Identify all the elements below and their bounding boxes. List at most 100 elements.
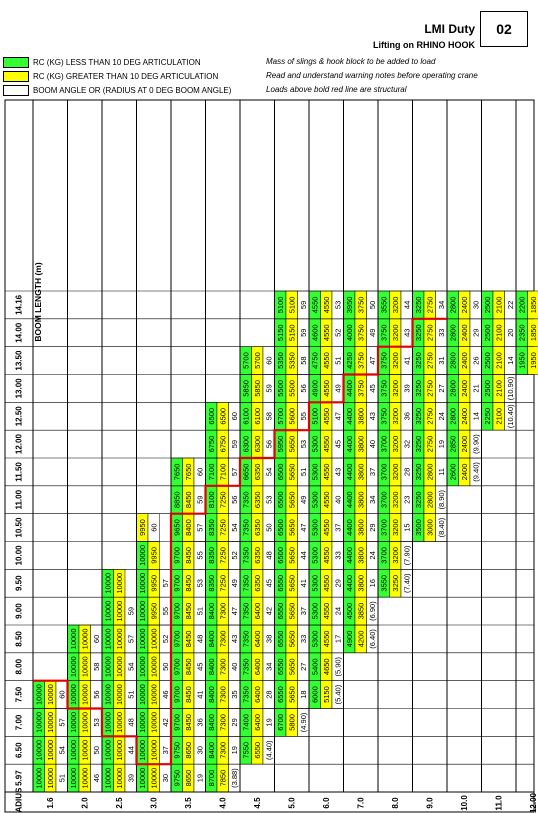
load-value: 2750 [425,380,434,397]
load-value: 3750 [379,408,388,425]
load-value: 2400 [460,297,469,314]
load-value: 5100 [310,408,319,425]
load-value: 2400 [460,352,469,369]
load-value: 7300 [218,686,227,703]
load-value: 5650 [287,464,296,481]
load-value: 8350 [207,575,216,592]
load-value: 56 [230,496,239,504]
load-value: 10000 [34,684,43,705]
load-value: 33 [333,551,342,559]
load-value: 53 [299,440,308,448]
load-value: 3700 [379,436,388,453]
load-value: 24 [368,551,377,559]
load-value: 5300 [310,519,319,536]
load-value: 30 [471,301,480,309]
boom-length-label: 7.00 [15,714,24,730]
load-value: 2100 [494,297,503,314]
load-value: 4550 [322,519,331,536]
load-value: 3200 [391,436,400,453]
load-value: 52 [161,635,170,643]
load-value: 6350 [253,575,262,592]
load-value: 6550 [276,658,285,675]
load-value: 4550 [322,631,331,648]
load-value: 47 [299,523,308,531]
load-value: 58 [264,412,273,420]
load-value: 2100 [494,352,503,369]
legend-label-yellow: RC (KG) GREATER THAN 10 DEG ARTICULATION [33,71,219,81]
load-value: 53 [92,718,101,726]
load-value: 7350 [241,658,250,675]
load-value: 8650 [184,770,193,787]
load-value: 33 [299,635,308,643]
load-value: 10000 [46,684,55,705]
load-value: 6100 [253,408,262,425]
load-value: 57 [161,579,170,587]
load-value: 1850 [529,324,538,341]
load-value: 47 [368,356,377,364]
load-value: 10000 [69,684,78,705]
load-value: 32 [402,440,411,448]
structural-limit-line [33,317,447,766]
load-value: 5700 [253,352,262,369]
load-value: 53 [195,579,204,587]
load-value: 2400 [460,436,469,453]
load-value: 10000 [103,601,112,622]
boom-length-label: 9.00 [15,603,24,619]
load-value: 37 [368,468,377,476]
load-value: 2100 [494,408,503,425]
load-value: 10000 [138,573,147,594]
radius-label: 5.0 [287,797,296,809]
radius-label: 12.00 [529,792,538,813]
boom-length-label: 10.00 [15,545,24,566]
load-value: 10000 [138,712,147,733]
radius-label: 1.6 [46,797,55,809]
load-value: 3250 [414,491,423,508]
load-value: 7550 [241,742,250,759]
load-value: 36 [402,412,411,420]
load-value: 10000 [34,740,43,761]
load-value: 10000 [115,656,124,677]
load-value: 7850 [218,770,227,787]
load-value: 4000 [345,324,354,341]
load-value: 5650 [287,686,296,703]
boom-length-label: 12.50 [15,406,24,427]
load-value: 10000 [103,628,112,649]
load-value: 3750 [379,324,388,341]
boom-length-label: 12.00 [15,434,24,455]
load-value: 4400 [345,519,354,536]
load-value: 9750 [172,742,181,759]
load-value: 23 [402,496,411,504]
load-value: 10000 [115,628,124,649]
load-value: 5350 [276,352,285,369]
load-value: 18 [299,690,308,698]
load-value: 6550 [276,686,285,703]
load-value: 4650 [322,658,331,675]
load-value: 50 [368,301,377,309]
load-value: 6550 [253,742,262,759]
load-value: 4900 [310,380,319,397]
load-value: 5500 [287,380,296,397]
load-value: 9950 [138,519,147,536]
load-value: 6550 [276,631,285,648]
load-value: 10000 [115,573,124,594]
load-value: 60 [264,356,273,364]
load-value: 9700 [172,714,181,731]
load-value: 10000 [46,768,55,789]
load-value: 2400 [460,408,469,425]
radius-label: 8.0 [391,797,400,809]
load-value: 2800 [425,464,434,481]
load-value: 2800 [448,297,457,314]
load-value: 50 [264,523,273,531]
load-value: 3750 [356,380,365,397]
load-value: 3700 [379,547,388,564]
load-value: 49 [299,496,308,504]
load-value: 6750 [207,436,216,453]
load-value: 60 [230,412,239,420]
load-value: 6700 [276,714,285,731]
load-value: 5300 [310,631,319,648]
load-value: (7.40) [402,573,411,593]
load-value: 49 [230,579,239,587]
radius-header-band [4,791,535,813]
load-value: 6500 [276,464,285,481]
load-value: 3800 [356,519,365,536]
